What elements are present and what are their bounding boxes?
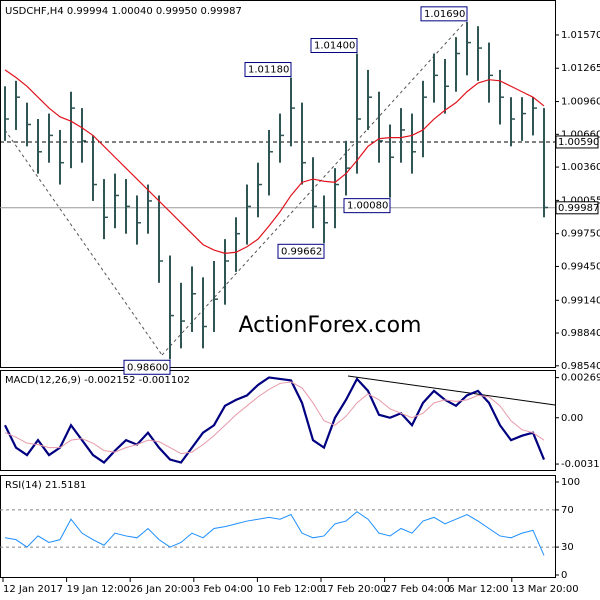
trend-line — [4, 129, 163, 356]
annotation-label: 0.98600 — [127, 362, 168, 373]
indicator-line — [4, 376, 546, 464]
price-panel — [0, 0, 556, 368]
x-tick-label: 13 Mar 20:00 — [512, 584, 579, 595]
macd-panel — [0, 370, 556, 471]
y-tick-label: 1.01570 — [561, 30, 600, 41]
y-tick-label: 0.98840 — [561, 328, 600, 339]
y-tick-label: -0.003102 — [561, 459, 600, 470]
annotation-box — [244, 62, 292, 78]
y-tick-label: 1.00055 — [561, 195, 600, 206]
x-tick-label: 27 Feb 04:00 — [385, 584, 451, 595]
price-box — [555, 201, 599, 215]
y-tick-label: 0.00 — [561, 413, 583, 424]
trend-line — [347, 375, 556, 406]
x-tick-label: 17 Feb 20:00 — [321, 584, 387, 595]
y-tick-label: 0.99750 — [561, 229, 600, 240]
annotation-label: 1.01690 — [424, 9, 465, 20]
annotation-box — [310, 38, 358, 54]
annotation-box — [420, 6, 468, 22]
y-tick-label: 1.00960 — [561, 97, 600, 108]
price-title: USDCHF,H4 0.99994 1.00040 0.99950 0.9998… — [5, 6, 242, 17]
indicator-line — [4, 381, 545, 455]
annotation-label: 1.01180 — [248, 65, 289, 76]
price-box-label: 0.99987 — [558, 203, 599, 214]
annotation-label: 1.00080 — [347, 201, 388, 212]
x-tick-label: 6 Mar 12:00 — [448, 584, 508, 595]
annotation-label: 0.99662 — [281, 246, 322, 257]
y-tick-label: 1.01265 — [561, 63, 600, 74]
annotation-box — [277, 243, 325, 259]
price-box-label: 1.00590 — [558, 137, 599, 148]
x-tick-label: 19 Jan 12:00 — [67, 584, 130, 595]
moving-average — [4, 69, 545, 254]
x-tick-label: 3 Feb 04:00 — [194, 584, 253, 595]
macd-title: MACD(12,26,9) -0.002152 -0.001102 — [5, 375, 190, 386]
x-tick-label: 10 Feb 12:00 — [257, 584, 323, 595]
y-tick-label: 70 — [561, 505, 574, 516]
y-tick-label: 0.002691 — [561, 373, 600, 384]
x-tick-label: 26 Jan 20:00 — [130, 584, 193, 595]
y-tick-label: 0.99450 — [561, 261, 600, 272]
rsi-panel — [0, 475, 556, 578]
y-tick-label: 0.98540 — [561, 361, 600, 372]
annotation-box — [343, 198, 391, 214]
y-tick-label: 1.00660 — [561, 129, 600, 140]
y-tick-label: 0 — [561, 570, 567, 581]
annotation-label: 1.01400 — [314, 41, 355, 52]
watermark: ActionForex.com — [239, 313, 422, 338]
y-tick-label: 1.00360 — [561, 162, 600, 173]
x-tick-label: 12 Jan 2017 — [3, 584, 63, 595]
y-tick-label: 100 — [561, 477, 580, 488]
price-box — [555, 135, 599, 149]
annotation-box — [123, 359, 171, 375]
y-tick-label: 30 — [561, 542, 574, 553]
indicator-line — [4, 511, 545, 556]
rsi-title: RSI(14) 21.5181 — [5, 480, 86, 491]
y-tick-label: 0.99140 — [561, 295, 600, 306]
